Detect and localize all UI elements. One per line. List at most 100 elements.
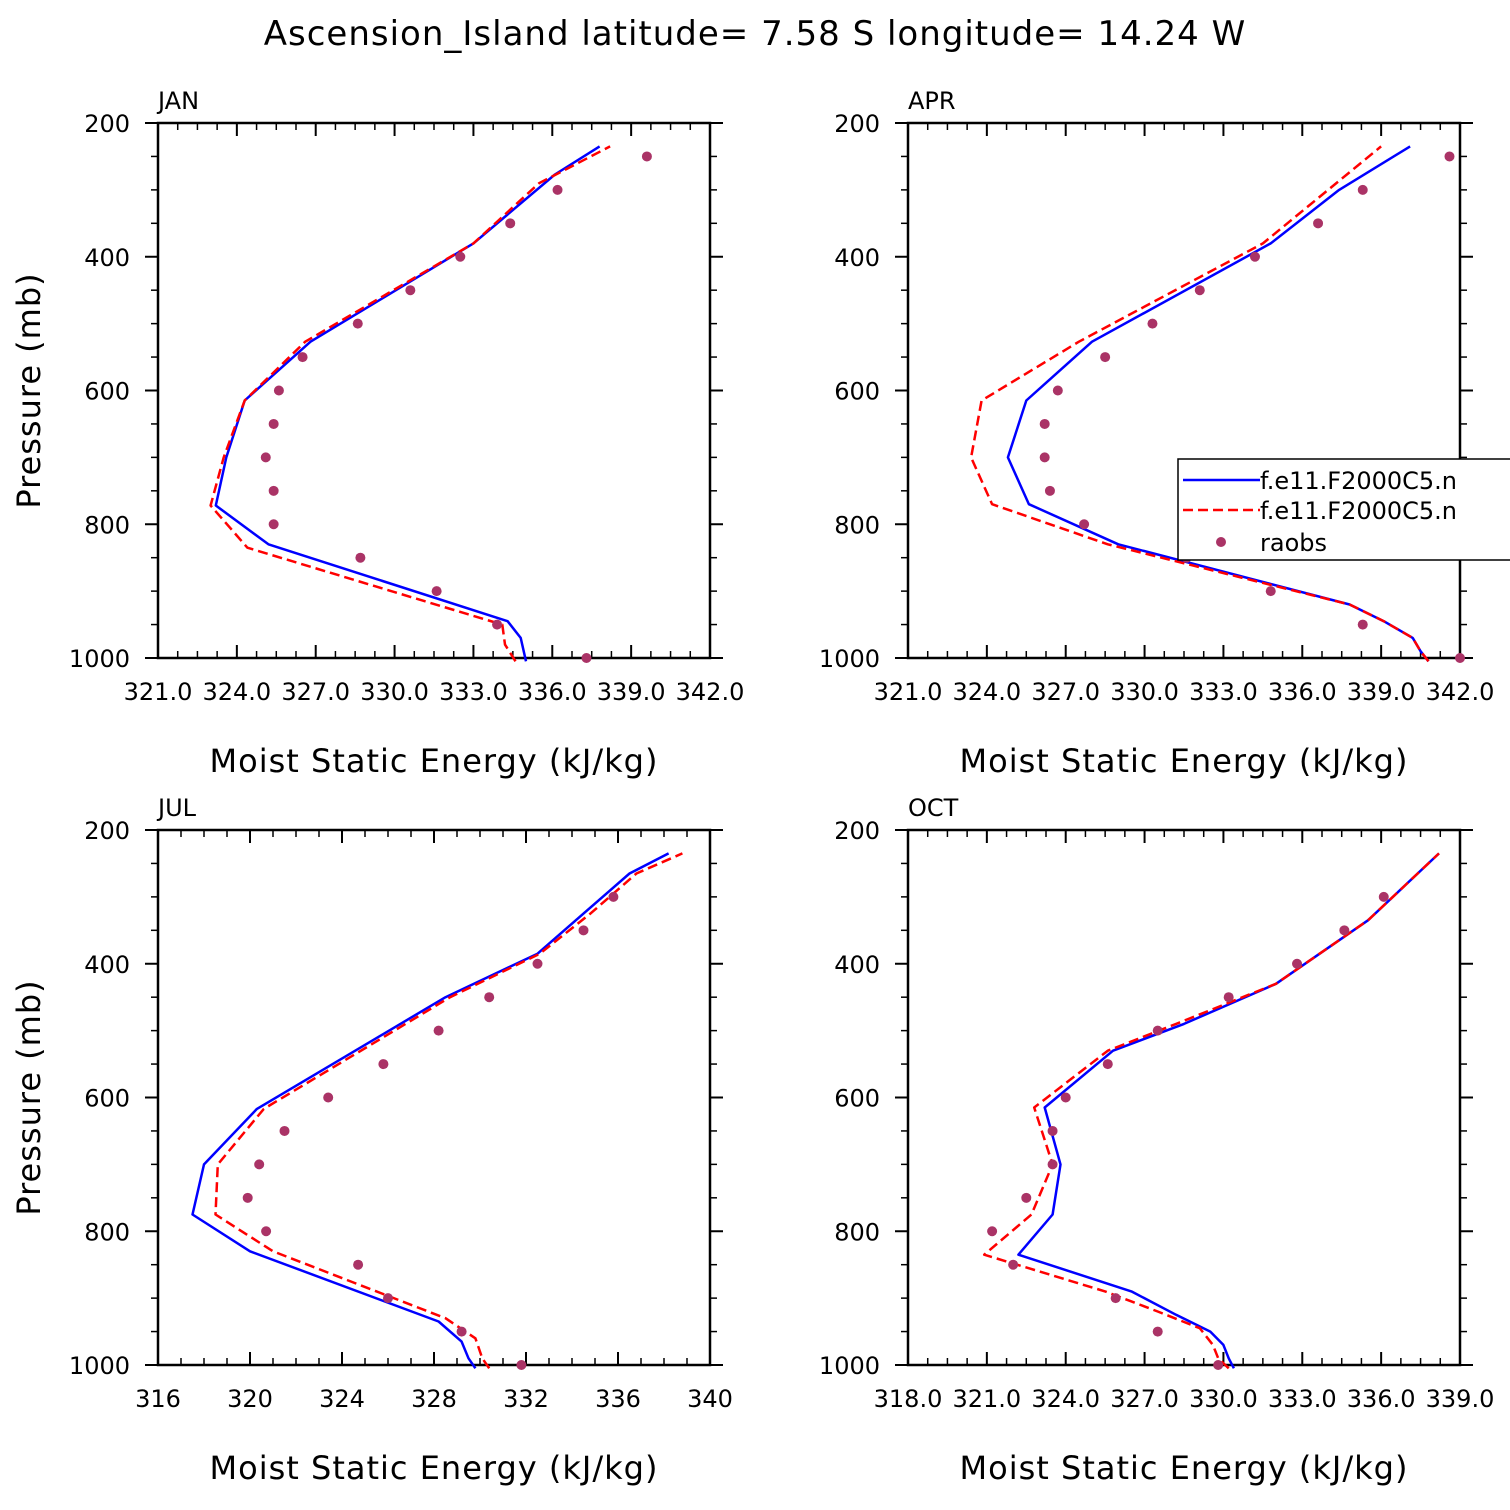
y-tick-label: 800 [84, 1218, 130, 1246]
raobs-point [297, 352, 308, 363]
x-tick-label: 330.0 [360, 678, 429, 706]
series-model-1-solid-line [191, 852, 670, 1370]
x-tick-label: 336.0 [1268, 678, 1337, 706]
raobs-point [1339, 925, 1350, 936]
x-tick-label: 336.0 [1347, 1385, 1416, 1413]
y-tick-label: 800 [834, 511, 880, 539]
raobs-point [1047, 1159, 1058, 1170]
raobs-point [581, 653, 592, 663]
y-tick-label: 200 [834, 817, 880, 845]
x-tick-label: 339.0 [1347, 678, 1416, 706]
y-tick-label: 200 [84, 110, 130, 138]
raobs-point [608, 891, 619, 902]
y-tick-label: 800 [84, 511, 130, 539]
x-tick-label: 332 [503, 1385, 549, 1413]
y-tick-label: 600 [834, 1085, 880, 1113]
y-tick-label: 200 [834, 110, 880, 138]
x-tick-label: 342.0 [676, 678, 745, 706]
x-tick-label: 324 [319, 1385, 365, 1413]
raobs-point [1223, 992, 1234, 1003]
raobs-point [552, 184, 563, 195]
y-tick-label: 400 [84, 244, 130, 272]
y-tick-label: 800 [834, 1218, 880, 1246]
x-tick-label: 321.0 [952, 1385, 1021, 1413]
x-tick-label: 340 [687, 1385, 733, 1413]
raobs-point [383, 1293, 393, 1304]
series-model-2-dashed-line [209, 145, 611, 662]
raobs-point [260, 452, 271, 463]
raobs-point [456, 1326, 467, 1337]
x-axis-title: Moist Static Energy (kJ/kg) [210, 742, 659, 780]
panel-label: OCT [908, 794, 959, 822]
y-tick-label: 600 [84, 1085, 130, 1113]
x-tick-label: 333.0 [1268, 1385, 1337, 1413]
x-tick-label: 330.0 [1110, 678, 1179, 706]
panel-label: JAN [156, 87, 199, 115]
raobs-point [1044, 485, 1055, 496]
raobs-point [1152, 1025, 1163, 1036]
series-model-1-solid-line [1017, 852, 1440, 1369]
y-tick-label: 1000 [69, 1352, 130, 1380]
raobs-point [484, 992, 495, 1003]
raobs-point [1194, 285, 1205, 296]
raobs-point [1052, 385, 1063, 396]
x-tick-label: 324.0 [202, 678, 271, 706]
plot-frame [156, 121, 712, 660]
x-axis-title: Moist Static Energy (kJ/kg) [960, 1449, 1409, 1487]
x-tick-label: 339.0 [1426, 1385, 1495, 1413]
x-tick-label: 342.0 [1426, 678, 1495, 706]
raobs-point [433, 1025, 444, 1036]
series-model-1-solid-line [1006, 145, 1430, 663]
plot-frame [156, 828, 712, 1367]
panels: JAN 321.0 324.0 327.0 330.0 333.0 336.0 339.0 34… [10, 87, 1494, 1487]
raobs-point [505, 218, 516, 229]
y-axis-title: Pressure (mb) [10, 979, 48, 1215]
raobs-point [641, 151, 652, 162]
raobs-point [455, 251, 466, 262]
x-tick-label: 316 [135, 1385, 181, 1413]
raobs-point [352, 318, 363, 329]
x-axis-title: Moist Static Energy (kJ/kg) [960, 742, 1409, 780]
raobs-point [1313, 218, 1324, 229]
x-tick-label: 327.0 [281, 678, 350, 706]
raobs-point [431, 586, 442, 597]
raobs-point [1357, 619, 1368, 630]
y-tick-label: 400 [84, 951, 130, 979]
series-raobs-points [242, 891, 619, 1370]
x-tick-label: 324.0 [952, 678, 1021, 706]
raobs-point [1147, 318, 1158, 329]
series-model-2-dashed-line [982, 852, 1440, 1370]
raobs-point [1060, 1092, 1071, 1103]
legend: f.e11.F2000C5.nf.e11.F2000C5.n raobs [1177, 458, 1510, 561]
x-tick-label: 321.0 [874, 678, 943, 706]
raobs-point [1021, 1192, 1032, 1203]
x-tick-label: 336 [595, 1385, 641, 1413]
legend-label: f.e11.F2000C5.n [1260, 497, 1457, 525]
x-tick-label: 320 [227, 1385, 273, 1413]
chart-panel-jul: JUL 316 320 324 328 332 336 340 200 400 600 800 1000… [10, 794, 733, 1487]
legend-label: raobs [1260, 529, 1327, 557]
y-tick-label: 400 [834, 244, 880, 272]
raobs-point [532, 958, 543, 969]
series-raobs-points [260, 151, 652, 663]
series-raobs-points [987, 891, 1389, 1370]
y-tick-label: 1000 [69, 645, 130, 673]
x-tick-label: 333.0 [1189, 678, 1258, 706]
raobs-point [405, 285, 416, 296]
x-tick-label: 333.0 [439, 678, 508, 706]
y-axis-title: Pressure (mb) [10, 272, 48, 508]
raobs-point [492, 619, 503, 630]
x-tick-label: 330.0 [1189, 1385, 1258, 1413]
series-model-2-dashed-line [214, 852, 683, 1370]
x-tick-label: 327.0 [1031, 678, 1100, 706]
raobs-point [578, 925, 589, 936]
raobs-point [1357, 184, 1368, 195]
y-tick-label: 600 [84, 378, 130, 406]
raobs-point [353, 1259, 364, 1270]
x-tick-label: 339.0 [597, 678, 666, 706]
chart-panel-jan: JAN 321.0 324.0 327.0 330.0 333.0 336.0 339.0 34… [10, 87, 744, 780]
x-axis-title: Moist Static Energy (kJ/kg) [210, 1449, 659, 1487]
raobs-point [1213, 1360, 1224, 1370]
raobs-point [268, 418, 279, 429]
